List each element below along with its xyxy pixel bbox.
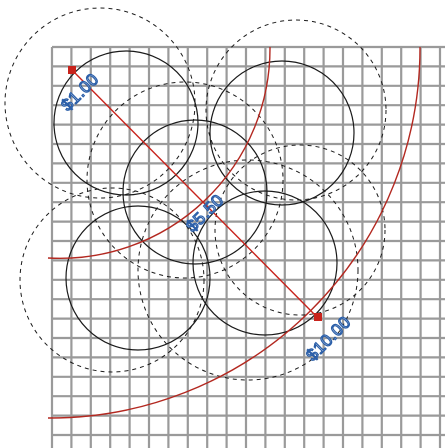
arc-low [47,46,271,260]
dashed-circle-left [19,187,205,373]
dashed-circle-right [214,144,386,316]
circle-center [122,119,268,265]
circle-bottom-left [65,205,211,351]
arc-high [47,46,421,419]
dashed-circle-center [86,81,284,279]
price-diagonal [71,69,319,319]
marker-high [314,313,322,321]
circle-top-right [209,60,355,206]
circle-top-left [53,50,199,196]
label-low: $1.00 [57,70,102,115]
dashed-circle-bottom [137,159,359,381]
dashed-circles [4,7,387,381]
marker-low [68,66,76,74]
dashed-circle-top-right [205,19,387,201]
solid-circles [53,50,355,351]
price-arcs [47,46,421,419]
dashed-circle-top-left [4,7,196,199]
circle-bottom-right [192,190,338,336]
